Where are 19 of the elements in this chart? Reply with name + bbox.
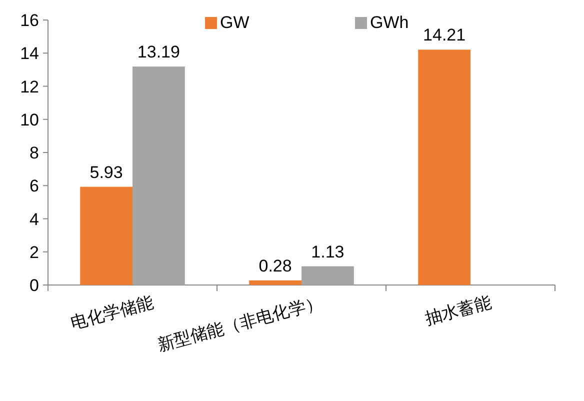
y-tick-label: 2 [30,242,39,262]
data-label: 0.28 [258,256,292,276]
y-tick-label: 10 [20,110,39,130]
y-tick-label: 16 [20,11,39,30]
y-tick-label: 4 [30,210,39,229]
y-tick-label: 8 [30,144,39,162]
y-tick-label: 12 [20,77,39,96]
data-label: 5.93 [90,162,123,182]
data-label: 13.19 [137,42,180,62]
y-tick-label: 0 [30,276,39,295]
x-tick-label: 电化学储能 [68,292,156,333]
y-tick-label: 6 [30,176,39,196]
legend-label: GW [220,13,250,32]
legend-label: GWh [370,13,409,32]
data-label: 1.13 [311,242,344,262]
y-tick-label: 14 [20,44,39,64]
x-tick-label: 抽水蓄能 [422,292,494,328]
data-label: 14.21 [423,26,466,45]
x-tick-label: 新型储能（非电化学） [155,292,325,355]
